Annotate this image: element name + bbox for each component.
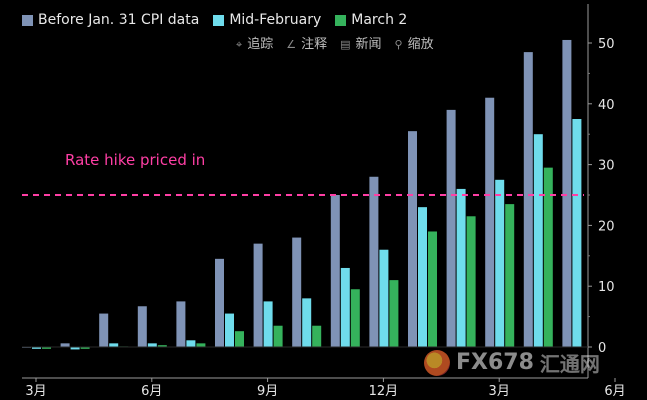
news-button[interactable]: ▤ 新闻 [340, 37, 381, 53]
bar-s3-4 [157, 345, 167, 347]
bar-s1-7 [253, 243, 263, 347]
bar-s1-10 [369, 176, 379, 347]
legend-label-before-jan31: Before Jan. 31 CPI data [38, 12, 200, 28]
bar-s3-12 [466, 216, 476, 347]
chart-toolbar: ⌖ 追踪 ∠ 注释 ▤ 新闻 ⚲ 缩放 [236, 37, 434, 53]
news-icon: ▤ [340, 38, 351, 51]
crosshair-icon: ⌖ [236, 38, 243, 51]
bar-s1-11 [408, 131, 417, 347]
bar-s1-5 [176, 301, 186, 347]
bar-s3-11 [428, 231, 437, 347]
x-tick-label-0: 3月 [25, 384, 46, 399]
y-tick-label-10: 10 [598, 280, 615, 295]
bar-s3-6 [235, 331, 244, 347]
legend-item-mid-february: Mid-February [213, 11, 321, 29]
x-tick-label-5: 6月 [604, 384, 625, 399]
bar-s3-8 [312, 325, 322, 347]
bar-s1-12 [446, 109, 456, 347]
bar-s2-5 [186, 340, 196, 347]
y-tick-label-30: 30 [598, 159, 615, 174]
bar-s2-7 [263, 301, 273, 347]
zoom-icon: ⚲ [394, 38, 403, 51]
track-label: 追踪 [247, 37, 274, 52]
y-tick-label-0: 0 [598, 341, 606, 356]
legend-item-before-jan31: Before Jan. 31 CPI data [22, 11, 199, 29]
annotate-button[interactable]: ∠ 注释 [286, 37, 327, 53]
legend-swatch-mid-february [213, 14, 225, 26]
x-tick-label-4: 3月 [489, 384, 510, 399]
zoom-label: 缩放 [407, 37, 434, 52]
bar-s1-14 [523, 52, 533, 348]
bar-s3-7 [273, 325, 283, 347]
bar-s1-13 [485, 97, 495, 347]
bar-s2-12 [456, 188, 466, 347]
y-tick-label-20: 20 [598, 219, 615, 234]
legend-swatch-march-2 [335, 14, 347, 26]
bar-s3-13 [505, 204, 515, 347]
legend-swatch-before-jan31 [22, 14, 33, 26]
bar-s2-15 [572, 119, 582, 347]
legend: Before Jan. 31 CPI data Mid-February Mar… [22, 11, 407, 29]
bar-s2-4 [147, 343, 157, 347]
watermark-cn-text: 汇通网 [539, 352, 600, 376]
bar-s2-2 [70, 347, 80, 350]
pencil-icon: ∠ [286, 38, 297, 51]
bar-s1-6 [215, 258, 224, 347]
bar-s2-9 [340, 267, 350, 347]
bar-s2-13 [495, 179, 505, 347]
bar-s2-14 [533, 134, 543, 347]
zoom-button[interactable]: ⚲ 缩放 [395, 37, 434, 53]
bar-s1-2 [60, 343, 70, 347]
watermark-logo-icon [424, 349, 450, 376]
bar-s3-1 [42, 347, 51, 349]
legend-label-march-2: March 2 [351, 12, 408, 28]
annotate-label: 注释 [301, 37, 328, 52]
x-tick-label-1: 6月 [141, 384, 162, 399]
bar-s1-8 [292, 237, 302, 347]
watermark-text: FX678 [456, 350, 534, 375]
bar-s1-15 [562, 39, 572, 348]
x-tick-label-2: 9月 [257, 384, 278, 399]
bar-s1-9 [330, 195, 340, 347]
bar-s2-8 [302, 298, 312, 347]
bar-s1-3 [99, 313, 109, 347]
x-tick-label-3: 12月 [369, 384, 399, 399]
legend-label-mid-february: Mid-February [229, 12, 322, 28]
y-tick-label-50: 50 [598, 37, 615, 52]
y-tick-label-40: 40 [598, 98, 615, 113]
bar-s1-4 [137, 306, 147, 347]
bar-s2-11 [418, 207, 427, 347]
bar-s2-6 [225, 313, 234, 347]
bar-s3-2 [80, 347, 90, 349]
bar-s2-10 [379, 249, 389, 347]
news-label: 新闻 [355, 37, 382, 52]
rate-hike-label: Rate hike priced in [65, 151, 205, 169]
track-button[interactable]: ⌖ 追踪 [236, 37, 273, 53]
bar-s2-1 [32, 347, 41, 349]
watermark: FX678 汇通网 [424, 348, 600, 377]
bar-s3-9 [350, 289, 360, 347]
bar-s2-3 [109, 343, 119, 347]
bar-s3-14 [543, 167, 553, 347]
bar-s3-5 [196, 343, 206, 347]
bar-s3-10 [389, 280, 399, 347]
legend-item-march-2: March 2 [335, 11, 407, 29]
